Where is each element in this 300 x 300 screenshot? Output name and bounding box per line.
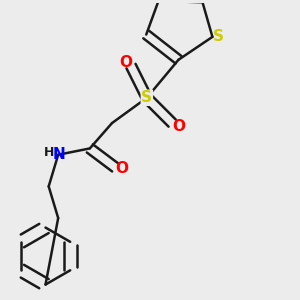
- Text: S: S: [213, 29, 224, 44]
- Text: O: O: [116, 161, 129, 176]
- Text: O: O: [119, 55, 132, 70]
- Text: N: N: [53, 147, 66, 162]
- Text: H: H: [44, 146, 55, 159]
- Text: O: O: [172, 119, 186, 134]
- Text: S: S: [141, 90, 152, 105]
